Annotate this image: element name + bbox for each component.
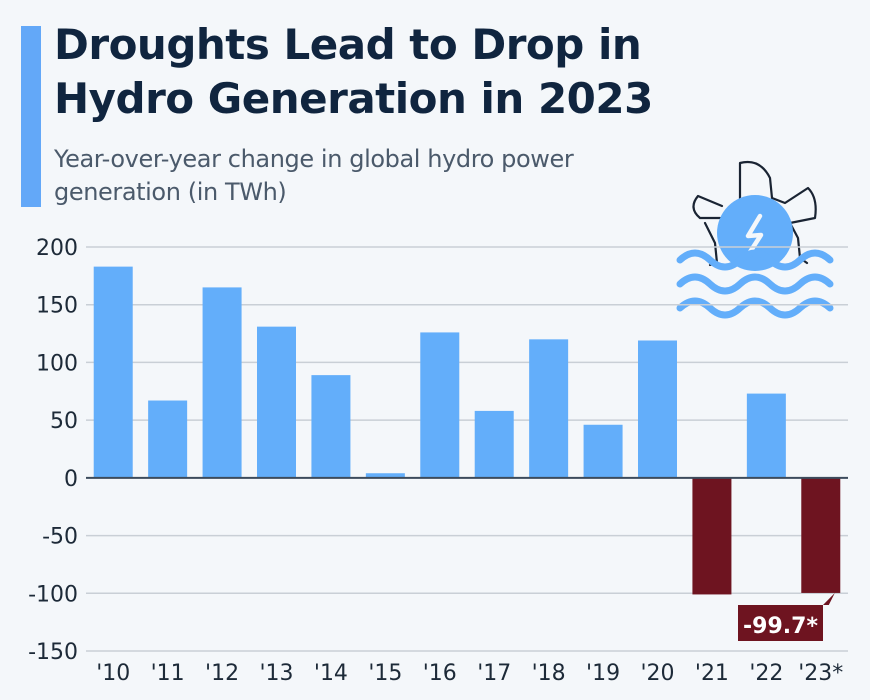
x-tick-label: '10: [96, 661, 130, 686]
x-tick-label: '19: [586, 661, 620, 686]
value-callout-label: -99.7*: [743, 614, 818, 639]
y-tick-label: -150: [28, 640, 78, 665]
x-tick-label: '14: [314, 661, 348, 686]
bar-18: [529, 339, 569, 478]
bar-10: [93, 266, 133, 478]
bar-22: [746, 393, 786, 478]
y-tick-label: 150: [36, 294, 78, 319]
bar-14: [311, 375, 351, 478]
x-tick-label: '13: [259, 661, 293, 686]
x-tick-label: '18: [532, 661, 566, 686]
y-tick-label: 0: [64, 467, 78, 492]
bar-13: [257, 326, 296, 478]
wave-1: [676, 249, 834, 271]
bar-23: [801, 477, 841, 593]
lightning-bolt-icon: [745, 213, 764, 255]
y-tick-label: -100: [28, 582, 78, 607]
x-tick-label: '21: [695, 661, 729, 686]
bar-15: [365, 473, 405, 478]
bar-20: [638, 340, 677, 478]
wave-3: [676, 297, 834, 319]
wave-2: [676, 273, 834, 295]
x-tick-label: '22: [749, 661, 783, 686]
bar-17: [474, 410, 514, 478]
y-tick-label: 200: [36, 236, 78, 261]
y-tick-label: -50: [42, 525, 78, 550]
y-tick-label: 100: [36, 351, 78, 376]
x-tick-label: '16: [423, 661, 457, 686]
bar-16: [420, 332, 460, 478]
title-accent-bar: [21, 26, 41, 207]
bar-19: [583, 424, 623, 478]
x-tick-label: '12: [205, 661, 239, 686]
x-tick-label: '17: [477, 661, 511, 686]
x-tick-label: '23*: [798, 661, 843, 686]
generator-circle: [717, 195, 793, 271]
chart-subtitle: Year-over-year change in global hydro po…: [54, 145, 574, 206]
x-tick-label: '20: [640, 661, 674, 686]
bar-11: [148, 400, 188, 478]
hydro-turbine-waves-icon: [676, 160, 834, 319]
bar-12: [202, 287, 242, 478]
x-tick-label: '15: [368, 661, 402, 686]
value-callout-box: [738, 593, 835, 641]
y-tick-label: 50: [50, 409, 78, 434]
chart-title: Droughts Lead to Drop in Hydro Generatio…: [54, 20, 653, 123]
bar-21: [692, 477, 732, 595]
x-tick-label: '11: [151, 661, 185, 686]
